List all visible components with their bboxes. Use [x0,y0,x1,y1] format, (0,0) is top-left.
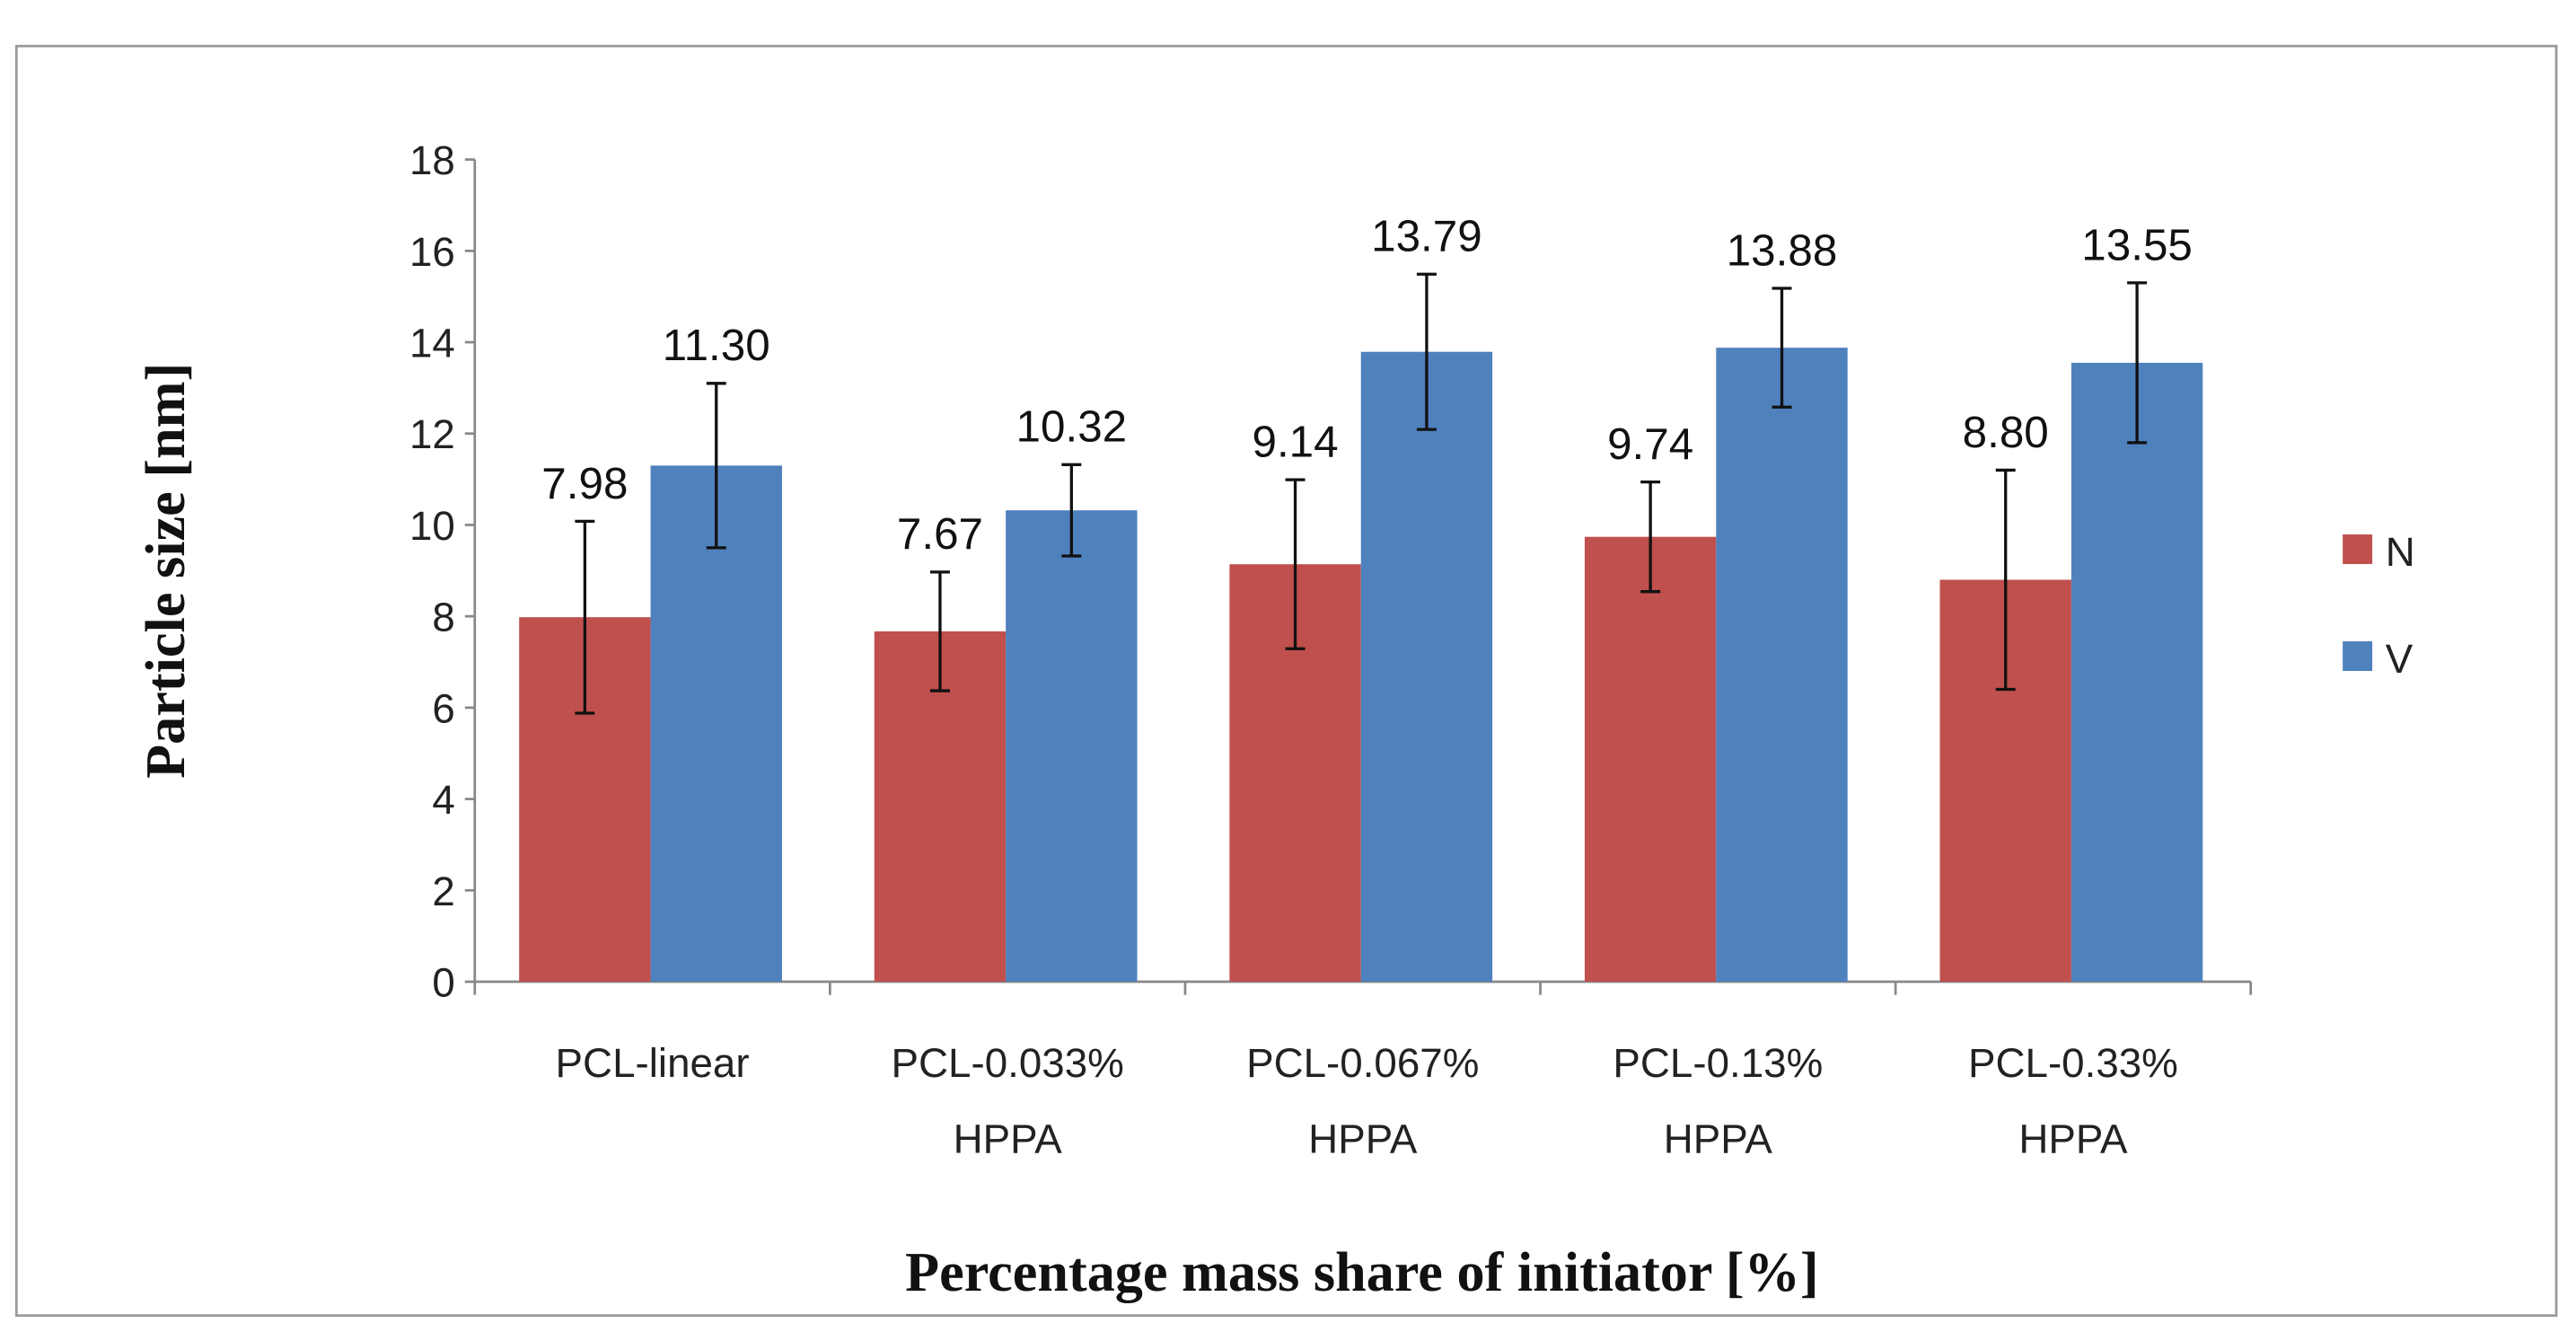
x-tick-label: PCL-0.033% [892,1040,1124,1086]
x-tick-label: PCL-0.13% [1613,1040,1823,1086]
y-tick-label: 10 [409,503,455,549]
y-tick-label: 12 [409,411,455,457]
x-axis-title: Percentage mass share of initiator [%] [905,1242,1818,1303]
y-tick-label: 14 [409,320,455,366]
y-tick-label: 6 [432,685,454,731]
data-label: 7.67 [897,509,983,559]
y-tick-label: 2 [432,869,454,914]
bar-v [1006,510,1138,983]
data-label: 10.32 [1016,402,1128,452]
x-tick-label: PCL-linear [556,1040,750,1086]
x-tick-label: HPPA [954,1116,1063,1161]
data-label: 7.98 [541,459,628,508]
y-tick-label: 0 [432,959,454,1005]
legend-label-v: V [2386,636,2413,682]
bar-v [1360,351,1493,983]
legend-swatch-n [2343,534,2373,564]
legend-label-n: N [2386,529,2415,575]
bar-n [1584,536,1717,983]
data-label: 9.74 [1607,419,1693,469]
data-label: 11.30 [663,321,770,370]
x-tick-label: HPPA [2018,1116,2128,1161]
bar-v [1716,348,1848,983]
y-tick-label: 18 [409,137,455,183]
legend-swatch-v [2343,641,2373,671]
bar-v [650,465,782,983]
y-tick-label: 16 [409,229,455,275]
data-label: 8.80 [1963,408,2049,457]
y-axis-title: Particle size [nm] [136,363,197,779]
x-tick-label: PCL-0.33% [1968,1040,2178,1086]
bar-v [2070,362,2203,983]
y-tick-label: 4 [432,777,454,823]
x-tick-label: PCL-0.067% [1246,1040,1479,1086]
data-label: 13.55 [2081,220,2193,269]
data-label: 13.79 [1371,212,1482,261]
x-tick-label: HPPA [1308,1116,1418,1161]
x-tick-label: HPPA [1664,1116,1773,1161]
y-tick-label: 8 [432,595,454,640]
data-label: 9.14 [1252,417,1338,466]
data-label: 13.88 [1727,225,1838,275]
